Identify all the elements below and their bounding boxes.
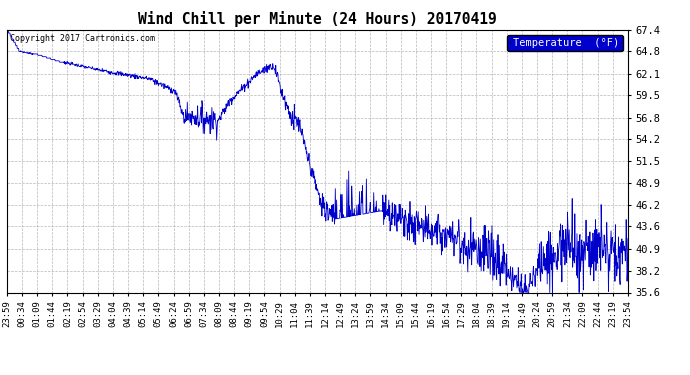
Text: Copyright 2017 Cartronics.com: Copyright 2017 Cartronics.com [10,34,155,43]
Legend: Temperature  (°F): Temperature (°F) [507,35,622,51]
Title: Wind Chill per Minute (24 Hours) 20170419: Wind Chill per Minute (24 Hours) 2017041… [138,12,497,27]
